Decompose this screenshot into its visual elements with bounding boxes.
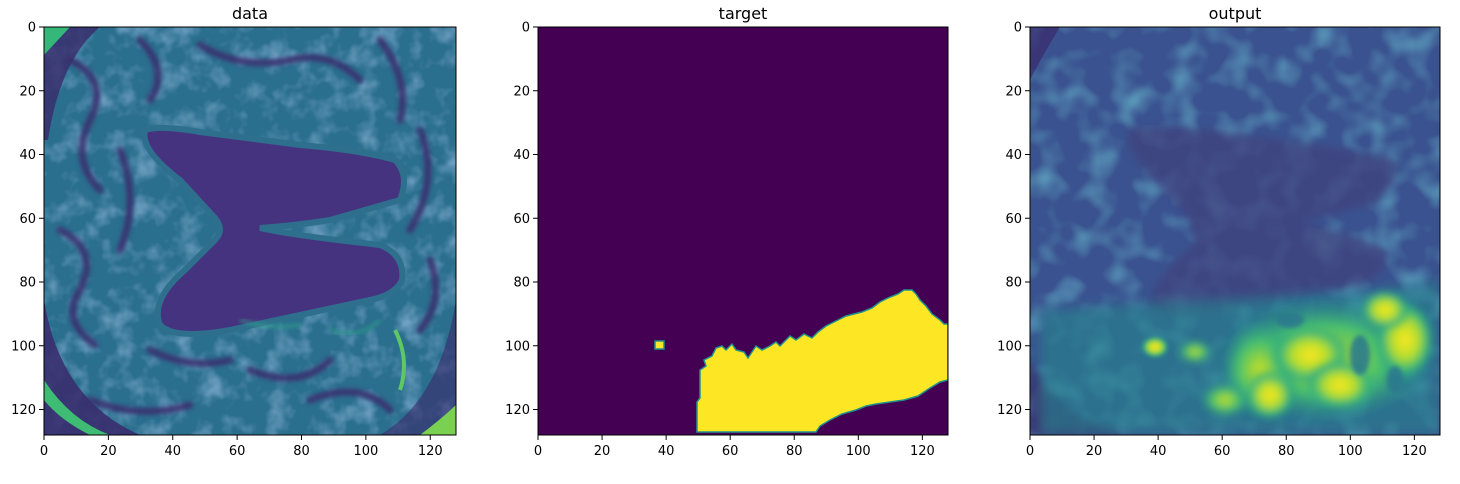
- y-tick-label: 100: [505, 339, 530, 354]
- x-tick-label: 20: [100, 444, 117, 459]
- panel-title-output: output: [1209, 4, 1262, 23]
- panel-data: data: [11, 4, 457, 460]
- axis-ticks-target: 0 20 40 60 80 100 120 0 20 40 60 80 100 120: [505, 21, 935, 460]
- heatmap-target-image: [538, 27, 948, 435]
- y-tick-label: 20: [1005, 84, 1022, 99]
- x-tick-label: 80: [1278, 444, 1295, 459]
- x-tick-label: 100: [846, 444, 871, 459]
- x-tick-label: 80: [293, 444, 310, 459]
- x-tick-label: 100: [1338, 444, 1363, 459]
- y-tick-label: 100: [11, 339, 36, 354]
- x-tick-label: 120: [418, 444, 443, 459]
- y-tick-label: 60: [513, 212, 530, 227]
- axis-ticks-data: 0 20 40 60 80 100 120 0 20 40 60 80 100 120: [11, 21, 442, 460]
- y-tick-label: 20: [513, 84, 530, 99]
- panel-target: target 0 20 40 60 80 100 120 0 20 40 60 80 100 120: [505, 4, 949, 460]
- y-tick-label: 40: [19, 148, 36, 163]
- y-tick-label: 0: [1014, 21, 1022, 36]
- heatmap-output-image: [1030, 27, 1440, 435]
- x-tick-label: 40: [164, 444, 181, 459]
- x-tick-label: 120: [1402, 444, 1427, 459]
- y-tick-label: 40: [513, 148, 530, 163]
- y-tick-label: 120: [505, 403, 530, 418]
- x-tick-label: 0: [534, 444, 542, 459]
- x-tick-label: 100: [353, 444, 378, 459]
- x-tick-label: 120: [910, 444, 935, 459]
- y-tick-label: 60: [19, 212, 36, 227]
- heatmap-data-image: [44, 27, 456, 435]
- y-tick-label: 0: [522, 21, 530, 36]
- axis-ticks-output: 0 20 40 60 80 100 120 0 20 40 60 80 100 120: [997, 21, 1427, 460]
- y-tick-label: 120: [11, 403, 36, 418]
- y-tick-label: 80: [1005, 276, 1022, 291]
- x-tick-label: 60: [1214, 444, 1231, 459]
- x-tick-label: 40: [1150, 444, 1167, 459]
- x-tick-label: 60: [229, 444, 246, 459]
- panel-title-target: target: [719, 4, 768, 23]
- y-tick-label: 80: [19, 276, 36, 291]
- panel-output: output: [997, 4, 1441, 460]
- x-tick-label: 80: [786, 444, 803, 459]
- x-tick-label: 0: [40, 444, 48, 459]
- x-tick-label: 40: [658, 444, 675, 459]
- x-tick-label: 20: [594, 444, 611, 459]
- x-tick-label: 20: [1086, 444, 1103, 459]
- y-tick-label: 100: [997, 339, 1022, 354]
- x-tick-label: 60: [722, 444, 739, 459]
- y-tick-label: 0: [28, 21, 36, 36]
- panel-title-data: data: [232, 4, 268, 23]
- y-tick-label: 40: [1005, 148, 1022, 163]
- y-tick-label: 80: [513, 276, 530, 291]
- y-tick-label: 20: [19, 84, 36, 99]
- y-tick-label: 60: [1005, 212, 1022, 227]
- x-tick-label: 0: [1026, 444, 1034, 459]
- y-tick-label: 120: [997, 403, 1022, 418]
